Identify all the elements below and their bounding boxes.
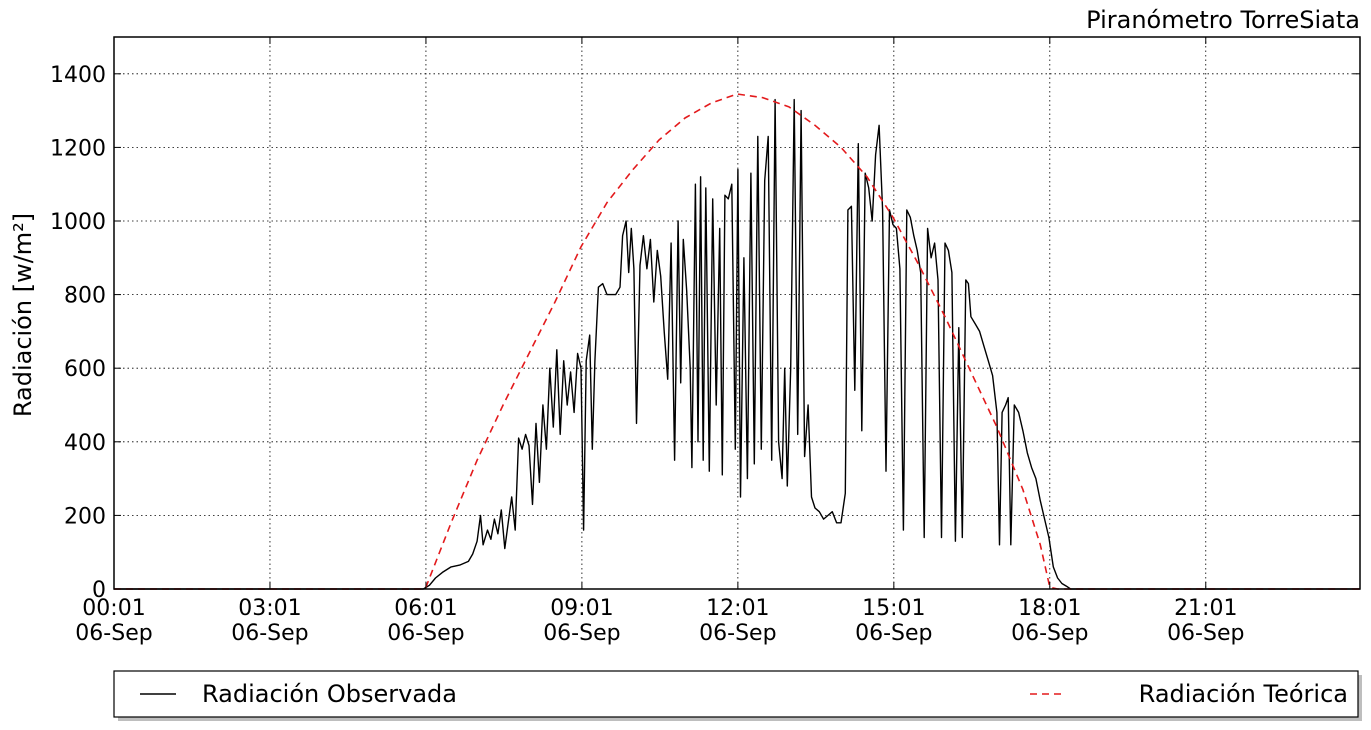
x-tick-label-date: 06-Sep [387, 621, 464, 646]
x-tick-label-date: 06-Sep [699, 621, 776, 646]
legend-label-observada: Radiación Observada [202, 680, 457, 708]
x-tick-label-date: 06-Sep [543, 621, 620, 646]
y-tick-label: 0 [92, 578, 106, 603]
series-line-teorica [114, 93, 1360, 590]
x-axis-ticks: 00:0106-Sep03:0106-Sep06:0106-Sep09:0106… [75, 37, 1244, 646]
plot-frame [113, 36, 1361, 590]
y-tick-label: 1400 [50, 63, 106, 88]
chart-title: Piranómetro TorreSiata [1086, 6, 1360, 34]
x-tick-label-time: 12:01 [706, 596, 769, 621]
x-tick-label-time: 18:01 [1018, 596, 1081, 621]
legend-box [113, 670, 1359, 718]
y-axis-label: Radiación [w/m²] [9, 213, 37, 417]
legend-label-teorica: Radiación Teórica [1139, 680, 1348, 708]
legend: Radiación Observada Radiación Teórica [113, 670, 1362, 721]
y-axis-ticks: 0 200 400 600 800 1000 1200 1400 [50, 63, 1360, 603]
x-tick-label-date: 06-Sep [75, 621, 152, 646]
series-line-observada [114, 98, 1360, 590]
x-tick-label-date: 06-Sep [1011, 621, 1088, 646]
x-tick-label-time: 15:01 [862, 596, 925, 621]
x-tick-label-time: 09:01 [550, 596, 613, 621]
y-tick-label: 800 [64, 284, 106, 309]
x-tick-label-time: 21:01 [1174, 596, 1237, 621]
x-tick-label-time: 06:01 [394, 596, 457, 621]
y-tick-label: 1000 [50, 210, 106, 235]
x-tick-label-date: 06-Sep [231, 621, 308, 646]
series-layer [114, 93, 1360, 590]
grid-lines [114, 37, 1360, 589]
y-tick-label: 600 [64, 357, 106, 382]
y-tick-label: 1200 [50, 136, 106, 161]
y-tick-label: 200 [64, 504, 106, 529]
x-tick-label-time: 03:01 [238, 596, 301, 621]
y-tick-label: 400 [64, 431, 106, 456]
x-tick-label-date: 06-Sep [1167, 621, 1244, 646]
x-tick-label-date: 06-Sep [855, 621, 932, 646]
x-tick-label-time: 00:01 [82, 596, 145, 621]
